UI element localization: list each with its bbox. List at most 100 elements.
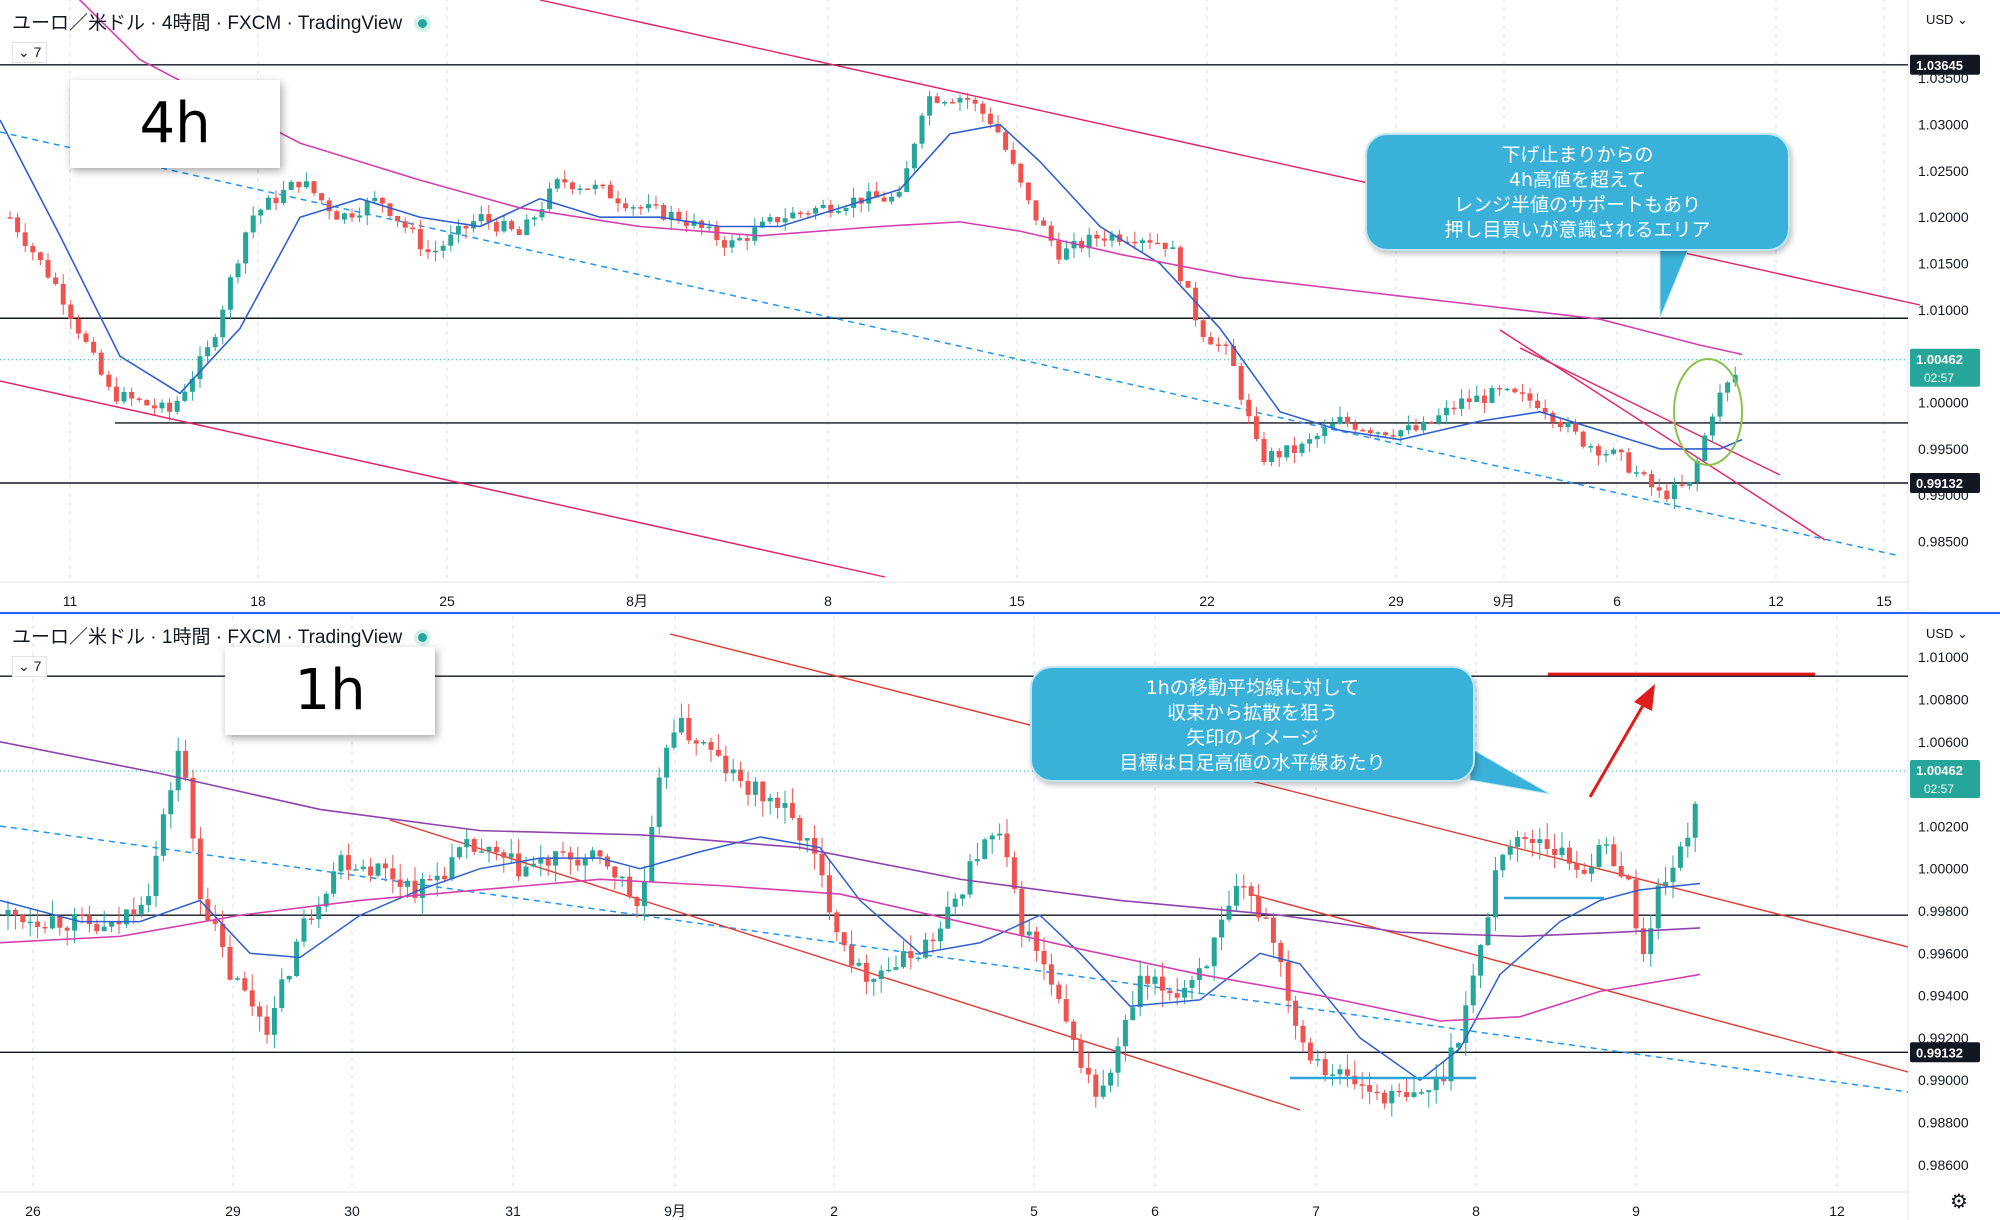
candle-body [1367,1085,1373,1092]
candle-body [1115,1046,1121,1073]
candle-body [1315,1059,1321,1061]
candle-body [1500,854,1506,871]
candle-body [227,277,233,310]
x-tick-label: 18 [250,593,266,609]
countdown-text: 02:57 [1924,782,1954,796]
y-tick-label: 1.00800 [1918,691,1969,707]
candle-body [1056,240,1062,260]
timeframe-label-box-1h: 1h [225,647,435,735]
candle-body [1655,885,1661,929]
candle-body [1182,987,1188,998]
y-tick-label: 0.99200 [1918,1030,1969,1046]
candle-body [982,839,988,860]
candle-body [1085,1067,1091,1075]
candle-body [1687,482,1693,486]
candle-body [974,859,980,862]
price-label-box [1910,54,1980,75]
trend-dashed-line [0,825,1909,1093]
candle-body [927,96,933,116]
candle-body [1381,1092,1387,1104]
callout-line: 1hの移動平均線に対して [1145,677,1360,699]
target-arrow-head [1634,684,1655,711]
candle-body [575,859,581,866]
candle-body [889,196,895,202]
candle-body [881,197,887,202]
candle-body [1071,240,1077,249]
candle-body [1048,225,1054,241]
x-tick-label: 29 [225,1203,241,1219]
candle-body [1170,247,1176,249]
candle-body [1411,1092,1417,1097]
candle-body [1263,917,1269,919]
y-tick-label: 0.99400 [1918,988,1969,1004]
candle-body [345,855,351,870]
candle-body [708,742,714,750]
candle-body [159,402,165,409]
candle-body [1559,847,1565,856]
candle-body [569,182,575,190]
candle-body [334,211,340,220]
x-tick-label: 9月 [664,1203,686,1219]
candle-body [1405,425,1411,431]
price-label-text: 0.99132 [1916,476,1963,491]
candle-body [790,212,796,219]
candle-body [417,229,423,250]
callout-pointer [1469,747,1551,795]
candle-body [1352,1075,1358,1085]
x-tick-label: 9 [1632,1203,1640,1219]
candle-body [1512,388,1518,393]
candle-body [1685,837,1691,847]
candle-body [375,863,381,876]
candle-body [1426,1090,1432,1093]
candle-body [989,835,995,840]
chart-panel-1h[interactable]: USD ⌄ 26 29 30 31 9月 2 5 6 7 8 9 12 1.01000 1.00800 1.0… [0,612,2000,1220]
candle-body [1398,430,1404,437]
candle-body [86,915,92,925]
candle-body [1270,917,1276,943]
indicator-collapse-tag[interactable]: ⌄ 7 [12,42,48,63]
y-tick-label: 1.03000 [1918,117,1969,133]
channel-line [389,819,1301,1111]
candle-body [175,750,181,791]
callout-line: 下げ止まりからの [1501,144,1654,166]
candle-body [1093,1074,1099,1097]
chart-panel-4h[interactable]: USD ⌄ 11 18 25 8月 8 15 22 29 9月 6 12 15 1.03500 1.0300… [0,0,2000,610]
candle-body [387,203,393,217]
candle-body [744,238,750,241]
candle-body [1352,423,1358,430]
candle-body [1648,928,1654,955]
candle-body [723,755,729,774]
indicator-count: 7 [33,44,42,60]
timeframe-label-box-4h: 4h [70,80,280,168]
candle-body [607,184,613,199]
candle-body [349,213,355,218]
candle-body [653,204,659,206]
candle-body [1086,234,1092,249]
candle-body [258,209,264,216]
chart-title-4h: ユーロ／米ドル · 4時間 · FXCM · TradingView [12,8,427,35]
candle-body [706,226,712,229]
candle-body [205,347,211,357]
candle-body [449,857,455,880]
candle-body [1626,452,1632,473]
candle-body [1529,839,1535,843]
trend-dashed-line [0,131,1901,557]
candle-body [1300,1025,1306,1043]
candle-body [1215,344,1221,346]
countdown-text: 02:57 [1924,371,1954,385]
price-label-box [1910,473,1980,494]
candle-body [1656,487,1662,491]
candle-body [220,309,226,338]
candle-body [121,391,127,402]
candle-body [1375,432,1381,434]
chart-canvas-4h[interactable]: USD ⌄11 18 25 8月 8 15 22 29 9月 6 12 151.035001.0300… [0,0,2000,610]
candle-body [1284,445,1290,458]
candle-body [153,855,159,897]
candle-body [701,742,707,744]
indicator-collapse-tag[interactable]: ⌄ 7 [12,656,48,677]
candle-body [729,240,735,248]
highlight-ellipse [1673,358,1743,466]
candle-body [379,197,385,204]
candle-body [1278,942,1284,963]
candle-body [1466,398,1472,402]
